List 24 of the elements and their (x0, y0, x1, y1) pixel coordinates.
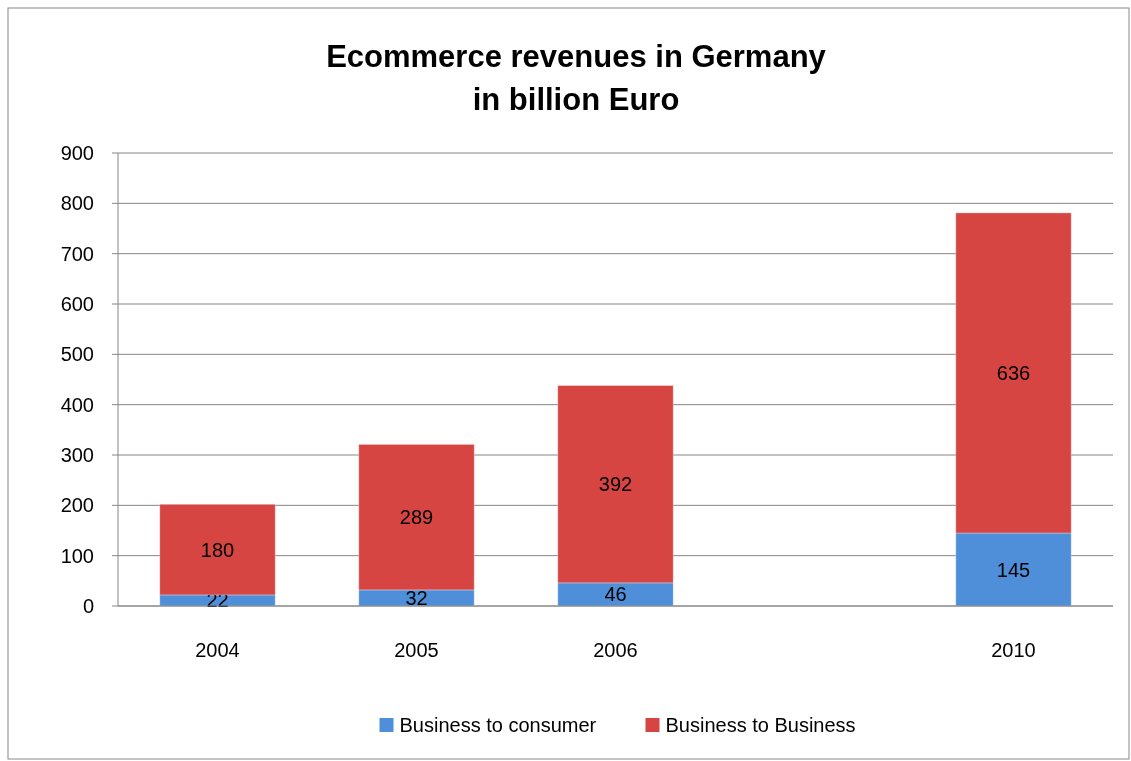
y-tick-label: 800 (60, 192, 94, 215)
x-tick-label: 2005 (394, 639, 439, 661)
y-tick-label: 900 (60, 142, 94, 164)
data-label: 180 (200, 538, 235, 561)
y-tick-label: 400 (60, 393, 94, 416)
legend-label: Business to Business (665, 714, 856, 736)
chart-title: Ecommerce revenues in Germany in billion Euro (326, 39, 827, 117)
legend-label: Business to consumer (399, 714, 597, 736)
data-label: 145 (996, 558, 1031, 581)
y-tick-label: 600 (60, 293, 94, 315)
y-tick-label: 500 (60, 343, 94, 366)
y-tick-label: 100 (60, 544, 94, 567)
data-label: 289 (399, 506, 434, 529)
data-label: 392 (598, 473, 633, 496)
y-tick-label: 700 (60, 242, 94, 265)
x-tick-label: 2004 (195, 639, 240, 661)
y-tick-label: 0 (82, 595, 94, 617)
x-tick-label: 2006 (593, 639, 638, 661)
data-label: 636 (996, 361, 1031, 384)
y-tick-label: 200 (60, 494, 94, 517)
data-label: 32 (405, 586, 428, 609)
x-tick-label: 2010 (991, 639, 1036, 661)
y-tick-label: 300 (60, 444, 94, 466)
data-label: 46 (604, 583, 627, 606)
